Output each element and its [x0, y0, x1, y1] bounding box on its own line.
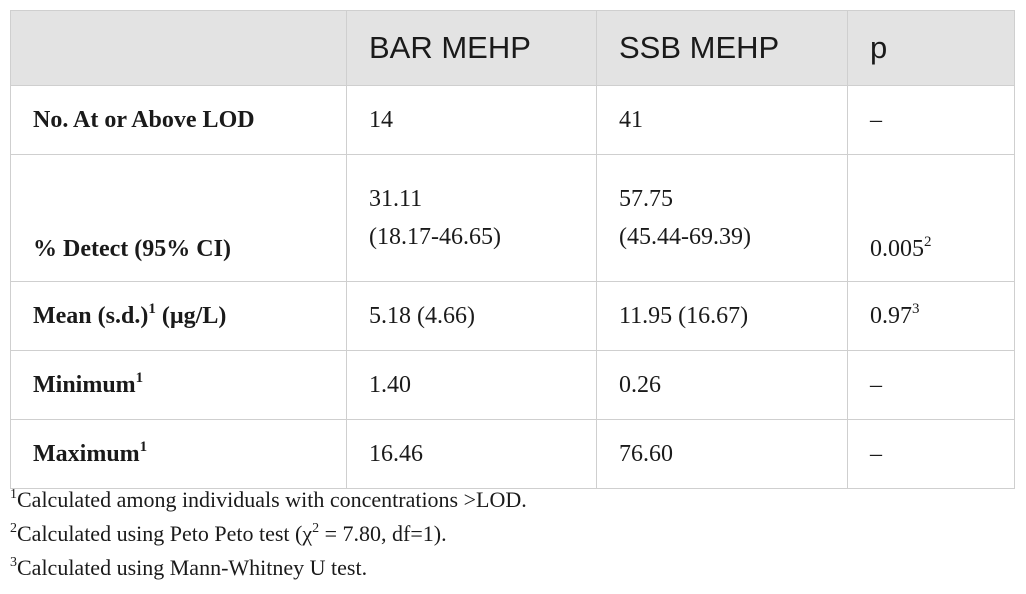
bar-cell: 14: [346, 85, 597, 155]
chi-symbol: χ: [302, 521, 313, 546]
footnote: 2Calculated using Peto Peto test (χ2 = 7…: [10, 517, 527, 551]
bar-value: 31.11: [369, 186, 423, 212]
row-label: Minimum1: [10, 350, 347, 420]
row-label: Mean (s.d.)1 (µg/L): [10, 281, 347, 351]
row-label-text: Minimum: [33, 371, 136, 398]
bar-cell: 16.46: [346, 419, 597, 489]
row-label: No. At or Above LOD: [10, 85, 347, 155]
chi-exponent: 2: [312, 521, 320, 536]
footnote-mark: 2: [10, 521, 17, 536]
row-label-unit: (µg/L): [155, 302, 227, 329]
footnote-mark: 3: [10, 555, 17, 570]
label-footnote-mark: 1: [139, 438, 148, 455]
row-label-text: Mean (s.d.): [33, 302, 149, 329]
label-footnote-mark: 1: [148, 300, 156, 317]
table-row: Maximum1 16.46 76.60 –: [10, 419, 1015, 489]
ssb-cell: 41: [596, 85, 848, 155]
p-value: 0.97: [870, 302, 912, 329]
table-row: Mean (s.d.)1 (µg/L) 5.18 (4.66) 11.95 (1…: [10, 281, 1015, 351]
header-ssb-mehp: SSB MEHP: [596, 10, 848, 86]
row-label-text: Maximum: [33, 440, 140, 467]
bar-cell: 1.40: [346, 350, 597, 420]
p-cell: –: [847, 350, 1015, 420]
table-row: % Detect (95% CI) 31.11 (18.17-46.65) 57…: [10, 154, 1015, 282]
p-cell: 0.973: [847, 281, 1015, 351]
ssb-cell: 76.60: [596, 419, 848, 489]
p-cell: –: [847, 419, 1015, 489]
ssb-cell: 0.26: [596, 350, 848, 420]
row-label-text: No. At or Above LOD: [33, 106, 255, 133]
ssb-cell: 57.75 (45.44-69.39): [596, 154, 848, 282]
p-value: 0.005: [870, 236, 924, 262]
bar-ci: (18.17-46.65): [369, 224, 501, 250]
p-footnote-mark: 2: [924, 234, 932, 250]
ssb-cell: 11.95 (16.67): [596, 281, 848, 351]
row-label: Maximum1: [10, 419, 347, 489]
footnotes: 1Calculated among individuals with conce…: [10, 478, 527, 585]
header-bar-mehp: BAR MEHP: [346, 10, 597, 86]
row-label: % Detect (95% CI): [10, 154, 347, 282]
table-row: Minimum1 1.40 0.26 –: [10, 350, 1015, 420]
bar-cell: 31.11 (18.17-46.65): [346, 154, 597, 282]
footnote: 3Calculated using Mann-Whitney U test.: [10, 551, 527, 585]
footnote-mark: 1: [10, 487, 17, 502]
bar-cell: 5.18 (4.66): [346, 281, 597, 351]
p-cell: –: [847, 85, 1015, 155]
results-table-container: BAR MEHP SSB MEHP p No. At or Above LOD …: [10, 10, 1015, 489]
footnote-text: Calculated using Mann-Whitney U test.: [17, 555, 368, 580]
p-cell: 0.0052: [847, 154, 1015, 282]
footnote-text-end: = 7.80, df=1).: [319, 521, 447, 546]
table-row: No. At or Above LOD 14 41 –: [10, 85, 1015, 155]
results-table: BAR MEHP SSB MEHP p No. At or Above LOD …: [10, 10, 1015, 489]
ssb-value: 57.75: [619, 186, 673, 212]
header-row: BAR MEHP SSB MEHP p: [10, 10, 1015, 86]
footnote: 1Calculated among individuals with conce…: [10, 483, 527, 517]
footnote-text: Calculated among individuals with concen…: [17, 487, 527, 512]
footnote-text: Calculated using Peto Peto test (: [17, 521, 303, 546]
header-p: p: [847, 10, 1015, 86]
row-label-text: % Detect (95% CI): [33, 236, 231, 262]
label-footnote-mark: 1: [135, 369, 144, 386]
p-footnote-mark: 3: [912, 300, 920, 317]
ssb-ci: (45.44-69.39): [619, 224, 751, 250]
header-blank: [10, 10, 347, 86]
